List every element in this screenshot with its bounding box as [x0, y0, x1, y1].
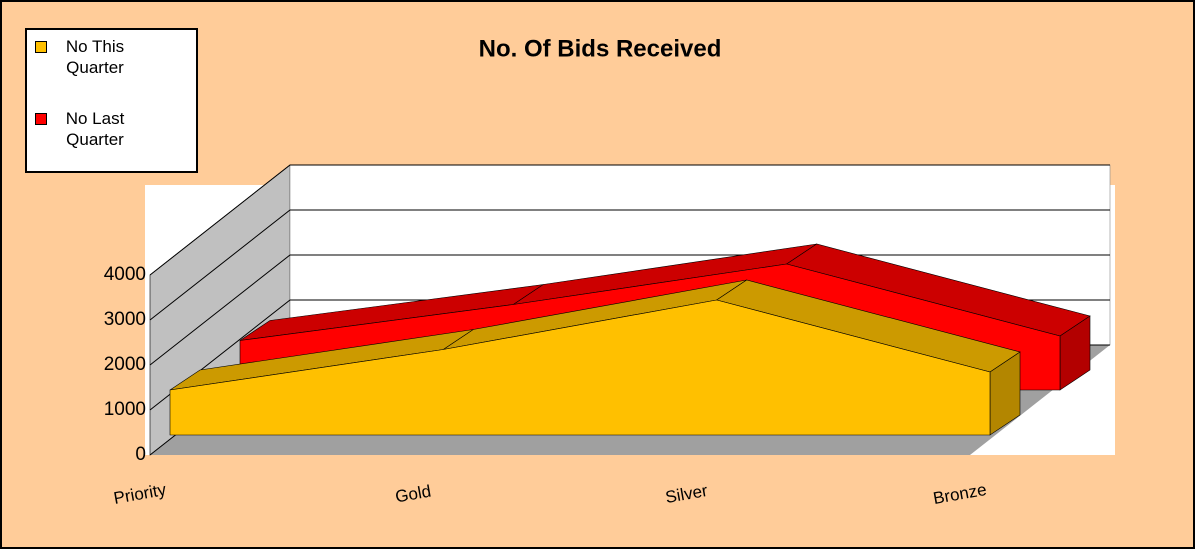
legend-label: No This Quarter [65, 37, 125, 77]
legend-swatch [35, 113, 47, 125]
grid-line [149, 209, 1110, 321]
legend: No This Quarter No Last Quarter [25, 28, 198, 173]
y-tick-label: 4000 [104, 264, 146, 285]
legend-swatch [35, 41, 47, 53]
area-front-face [169, 299, 991, 436]
y-tick-label: 3000 [104, 309, 146, 330]
chart-title: No. Of Bids Received [479, 35, 722, 62]
legend-item: No This Quarter [35, 36, 185, 78]
y-tick-label: 0 [135, 444, 146, 465]
grid-line [149, 164, 1110, 276]
y-tick-label: 1000 [104, 399, 146, 420]
legend-item: No Last Quarter [35, 108, 185, 150]
y-tick-label: 2000 [104, 354, 146, 375]
legend-label: No Last Quarter [65, 109, 125, 149]
